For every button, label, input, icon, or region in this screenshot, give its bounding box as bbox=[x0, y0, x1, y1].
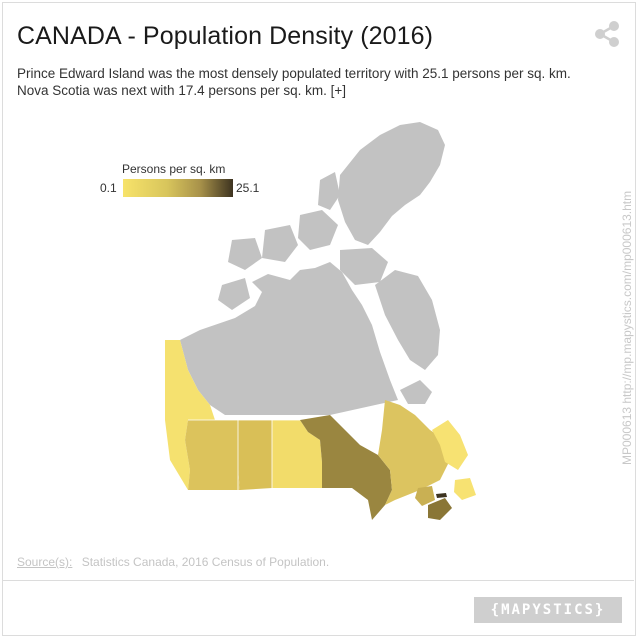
legend-title: Persons per sq. km bbox=[122, 162, 226, 176]
subtitle: Prince Edward Island was the most densel… bbox=[17, 65, 627, 99]
page-title: CANADA - Population Density (2016) bbox=[17, 22, 434, 50]
legend-color-bar bbox=[123, 179, 233, 197]
source-line: Source(s): Statistics Canada, 2016 Censu… bbox=[17, 555, 329, 569]
map-region-arctic-island-5 bbox=[228, 238, 262, 270]
subtitle-line-1: Prince Edward Island was the most densel… bbox=[17, 66, 571, 81]
map-region-quebec[interactable] bbox=[378, 400, 450, 505]
legend-min-label: 0.1 bbox=[100, 181, 117, 195]
map-region-prince-edward-island[interactable] bbox=[436, 493, 447, 498]
subtitle-line-2: Nova Scotia was next with 17.4 persons p… bbox=[17, 83, 327, 98]
map-region-arctic-island-6 bbox=[340, 248, 388, 285]
map-region-north[interactable] bbox=[180, 262, 398, 415]
more-link[interactable]: [+] bbox=[330, 83, 347, 98]
source-text: Statistics Canada, 2016 Census of Popula… bbox=[81, 555, 330, 569]
map-region-manitoba[interactable] bbox=[272, 420, 322, 488]
map-region-alberta[interactable] bbox=[185, 420, 240, 490]
map-region-british-columbia[interactable] bbox=[165, 340, 215, 490]
map-region-new-brunswick[interactable] bbox=[415, 486, 435, 506]
map-region-arctic-island-3 bbox=[298, 210, 338, 250]
map-region-arctic-island-1 bbox=[338, 122, 445, 245]
map-region-ontario[interactable] bbox=[300, 415, 392, 520]
map-region-arctic-island-2 bbox=[318, 172, 340, 210]
map-region-newfoundland-island[interactable] bbox=[454, 478, 476, 500]
map-region-arctic-island-7 bbox=[218, 278, 250, 310]
map-id-link[interactable]: MP000613 http://mp.mapystics.com/mp00061… bbox=[620, 190, 634, 465]
province-borders bbox=[188, 419, 300, 490]
map-region-baffin bbox=[375, 270, 440, 370]
share-icon[interactable] bbox=[591, 18, 623, 50]
map-region-saskatchewan[interactable] bbox=[238, 420, 272, 490]
mapystics-logo[interactable]: {MAPYSTICS} bbox=[474, 597, 622, 623]
legend-max-label: 25.1 bbox=[236, 181, 260, 195]
canada-map bbox=[165, 122, 476, 520]
map-region-newfoundland-labrador[interactable] bbox=[432, 420, 468, 470]
map-region-arctic-island-4 bbox=[262, 225, 298, 262]
map-region-nova-scotia[interactable] bbox=[428, 498, 452, 520]
footer-divider bbox=[2, 580, 634, 581]
source-label[interactable]: Source(s): bbox=[17, 555, 73, 569]
map-region-northern-quebec-tip bbox=[400, 380, 432, 404]
